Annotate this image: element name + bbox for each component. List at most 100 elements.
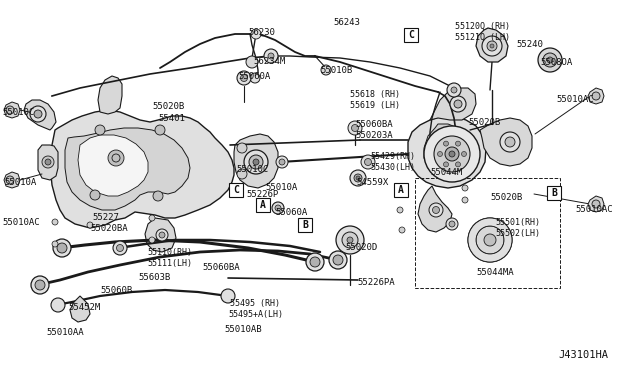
Circle shape bbox=[279, 159, 285, 165]
Text: 55020B: 55020B bbox=[152, 102, 184, 111]
Circle shape bbox=[462, 197, 468, 203]
FancyBboxPatch shape bbox=[298, 218, 312, 232]
Text: 56230: 56230 bbox=[248, 28, 275, 37]
Text: 55020BA: 55020BA bbox=[90, 224, 127, 233]
Circle shape bbox=[45, 159, 51, 165]
Circle shape bbox=[116, 244, 124, 251]
Text: 55010B: 55010B bbox=[320, 66, 352, 75]
Circle shape bbox=[505, 137, 515, 147]
Circle shape bbox=[444, 162, 449, 167]
Text: 55226P: 55226P bbox=[246, 190, 278, 199]
Polygon shape bbox=[78, 135, 148, 196]
Circle shape bbox=[468, 218, 512, 262]
Text: 55120Q (RH): 55120Q (RH) bbox=[455, 22, 510, 31]
Circle shape bbox=[156, 229, 168, 241]
Circle shape bbox=[538, 48, 562, 72]
Circle shape bbox=[310, 257, 320, 267]
Circle shape bbox=[446, 218, 458, 230]
Circle shape bbox=[57, 243, 67, 253]
Circle shape bbox=[108, 150, 124, 166]
Circle shape bbox=[543, 53, 557, 67]
Circle shape bbox=[52, 219, 58, 225]
Polygon shape bbox=[24, 100, 56, 130]
Polygon shape bbox=[408, 116, 486, 188]
Text: C: C bbox=[408, 30, 414, 40]
Polygon shape bbox=[418, 186, 452, 232]
Text: 55618 (RH): 55618 (RH) bbox=[350, 90, 400, 99]
Circle shape bbox=[365, 158, 371, 166]
Text: 55495+A(LH): 55495+A(LH) bbox=[228, 310, 283, 319]
Text: 55020D: 55020D bbox=[345, 243, 377, 252]
Text: 55401: 55401 bbox=[158, 114, 185, 123]
Circle shape bbox=[6, 106, 14, 114]
Text: 56234M: 56234M bbox=[253, 57, 285, 66]
Circle shape bbox=[249, 155, 263, 169]
Circle shape bbox=[329, 251, 347, 269]
Circle shape bbox=[592, 200, 600, 208]
Circle shape bbox=[6, 176, 14, 184]
Circle shape bbox=[244, 150, 268, 174]
Circle shape bbox=[153, 191, 163, 201]
Text: 55502(LH): 55502(LH) bbox=[495, 229, 540, 238]
Circle shape bbox=[397, 207, 403, 213]
Circle shape bbox=[333, 255, 343, 265]
Text: 55010AB: 55010AB bbox=[224, 325, 262, 334]
Text: 55619 (LH): 55619 (LH) bbox=[350, 101, 400, 110]
Circle shape bbox=[250, 73, 260, 83]
Circle shape bbox=[482, 36, 502, 56]
Circle shape bbox=[52, 241, 58, 247]
Circle shape bbox=[484, 234, 496, 246]
Text: 55010C: 55010C bbox=[236, 165, 268, 174]
Circle shape bbox=[159, 232, 165, 238]
Text: 55060B: 55060B bbox=[100, 286, 132, 295]
Text: 55121Q (LH): 55121Q (LH) bbox=[455, 33, 510, 42]
Polygon shape bbox=[65, 128, 190, 210]
Circle shape bbox=[149, 215, 155, 221]
Text: 55452M: 55452M bbox=[68, 303, 100, 312]
Text: 56243: 56243 bbox=[333, 18, 360, 27]
Circle shape bbox=[336, 226, 364, 254]
Polygon shape bbox=[234, 134, 278, 188]
Text: A: A bbox=[398, 185, 404, 195]
Circle shape bbox=[450, 96, 466, 112]
Circle shape bbox=[321, 65, 331, 75]
Text: B: B bbox=[302, 220, 308, 230]
Text: 55010A: 55010A bbox=[265, 183, 297, 192]
Circle shape bbox=[237, 143, 247, 153]
Circle shape bbox=[241, 74, 248, 81]
Text: J43101HA: J43101HA bbox=[558, 350, 608, 360]
Text: 55020B: 55020B bbox=[490, 193, 522, 202]
Circle shape bbox=[276, 156, 288, 168]
Text: B: B bbox=[551, 188, 557, 198]
Circle shape bbox=[447, 83, 461, 97]
FancyBboxPatch shape bbox=[404, 28, 418, 42]
Circle shape bbox=[113, 241, 127, 255]
Circle shape bbox=[112, 154, 120, 162]
Circle shape bbox=[500, 132, 520, 152]
Polygon shape bbox=[476, 28, 508, 62]
Text: 55226PA: 55226PA bbox=[357, 278, 395, 287]
Polygon shape bbox=[38, 145, 58, 180]
Circle shape bbox=[434, 136, 470, 172]
Circle shape bbox=[438, 151, 442, 157]
Polygon shape bbox=[588, 196, 604, 212]
Circle shape bbox=[275, 205, 281, 211]
Circle shape bbox=[87, 222, 93, 228]
Polygon shape bbox=[4, 172, 20, 188]
Text: 55501(RH): 55501(RH) bbox=[495, 218, 540, 227]
Text: 55227: 55227 bbox=[92, 213, 119, 222]
Circle shape bbox=[42, 156, 54, 168]
Polygon shape bbox=[98, 76, 122, 114]
Circle shape bbox=[424, 126, 480, 182]
Circle shape bbox=[429, 203, 443, 217]
Circle shape bbox=[487, 41, 497, 51]
Circle shape bbox=[272, 202, 284, 214]
Circle shape bbox=[397, 191, 403, 197]
Circle shape bbox=[433, 206, 440, 214]
Text: 55603B: 55603B bbox=[138, 273, 170, 282]
Circle shape bbox=[347, 237, 353, 243]
Circle shape bbox=[30, 106, 46, 122]
Text: 55495 (RH): 55495 (RH) bbox=[230, 299, 280, 308]
Circle shape bbox=[221, 289, 235, 303]
FancyBboxPatch shape bbox=[256, 198, 270, 212]
